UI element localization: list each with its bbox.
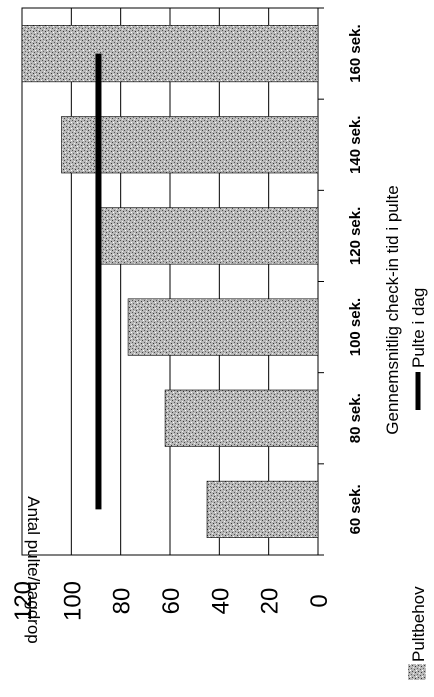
y-axis-title: Antal pulte/bagdrop [24,496,43,643]
value-tick-label: 0 [306,594,333,607]
plot-area [21,7,324,556]
bar-pultbehov [100,207,319,265]
bar-pultbehov [127,298,319,356]
legend-item-pulte-i-dag: Pulte i dag [409,288,428,410]
legend-label: Pultbehov [409,586,428,662]
value-tick-label: 100 [59,581,86,621]
value-tick-label: 80 [109,588,136,615]
legend: Pultbehov Pulte i dag [408,288,428,680]
category-label: 160 sek. [347,24,364,82]
value-tick-label: 120 [10,581,37,621]
category-label: 60 sek. [347,484,364,534]
legend-swatch [408,664,426,680]
value-tick-label: 20 [257,588,284,615]
value-tick-label: 60 [158,588,185,615]
category-label: 80 sek. [347,393,364,443]
value-axis-ticks: 0 20 40 60 80 100 120 [10,581,333,621]
legend-label: Pulte i dag [409,288,428,368]
category-label: 120 sek. [347,207,364,265]
bar-pultbehov [61,116,319,174]
bar-pultbehov [164,389,319,447]
bar-pultbehov [21,25,319,83]
category-label: 140 sek. [347,116,364,174]
bar-pultbehov [206,480,319,538]
category-label: 100 sek. [347,298,364,356]
x-axis-title: Gennemsnitlig check-in tid i pulte [383,185,402,434]
category-axis-labels: 60 sek. 80 sek. 100 sek. 120 sek. 140 sek. 16… [347,24,364,534]
legend-item-pultbehov: Pultbehov [408,586,428,680]
value-tick-label: 40 [207,588,234,615]
